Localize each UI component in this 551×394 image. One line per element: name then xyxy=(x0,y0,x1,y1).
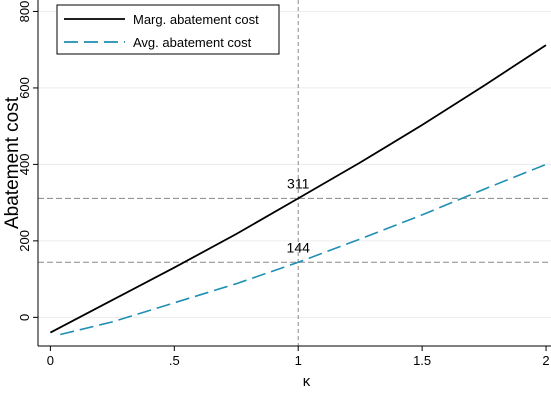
x-tick-label-1: .5 xyxy=(169,353,180,368)
x-tick-label-2: 1 xyxy=(295,353,302,368)
annotation-label-0: 311 xyxy=(287,175,310,191)
legend-label-1: Avg. abatement cost xyxy=(133,35,252,50)
reference-lines xyxy=(38,0,551,346)
axes: 0 .5 1 1.5 2 0 200 400 600 800 xyxy=(17,0,551,368)
legend-box xyxy=(56,4,280,55)
series-line-1 xyxy=(60,163,547,336)
annotation-label-1: 144 xyxy=(287,239,311,255)
annotations: 311 144 xyxy=(287,175,311,255)
x-tick-label-0: 0 xyxy=(47,353,54,368)
series-lines xyxy=(49,44,547,336)
y-tick-label-2: 400 xyxy=(17,154,32,176)
x-axis-label: κ xyxy=(303,373,311,390)
legend: Marg. abatement cost Avg. abatement cost xyxy=(56,4,280,55)
legend-label-0: Marg. abatement cost xyxy=(133,12,259,27)
x-tick-label-3: 1.5 xyxy=(413,353,431,368)
y-tick-label-1: 200 xyxy=(17,230,32,252)
plot-area xyxy=(38,0,551,346)
series-line-0 xyxy=(49,44,547,334)
gridlines xyxy=(38,10,551,318)
x-tick-label-4: 2 xyxy=(542,353,549,368)
y-tick-label-3: 600 xyxy=(17,77,32,99)
y-axis-label: Abatement cost xyxy=(2,96,23,229)
y-tick-label-0: 0 xyxy=(17,314,32,321)
y-tick-label-4: 800 xyxy=(17,1,32,23)
